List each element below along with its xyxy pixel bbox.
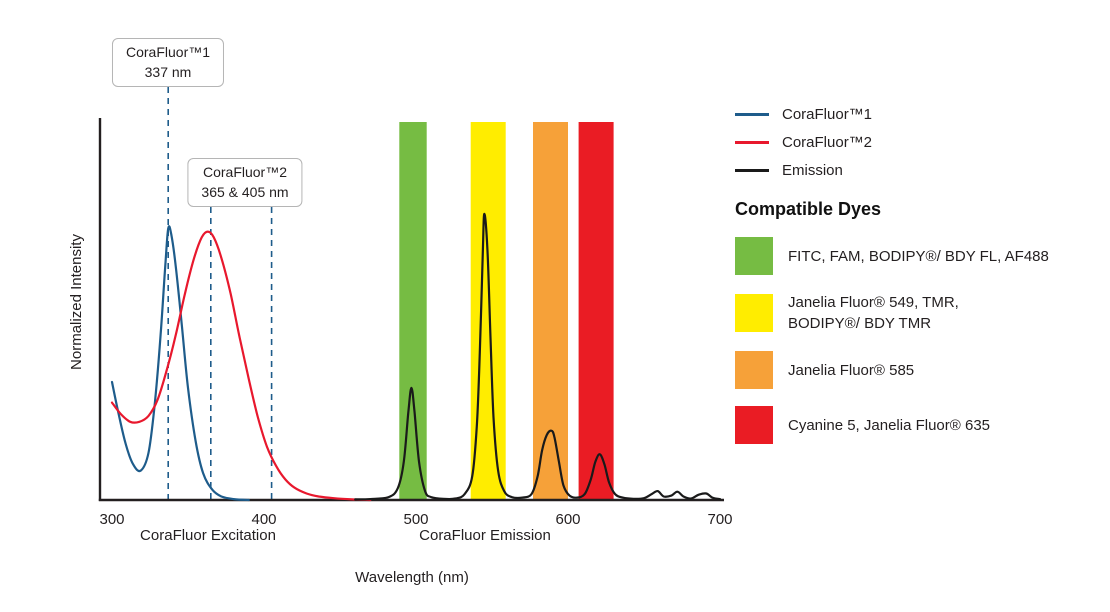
spectra-chart: 300 400 500 600 700 [98, 87, 732, 528]
dye-item-jf585: Janelia Fluor® 585 [735, 351, 1107, 389]
legend-item-corafluor2: CoraFluor™2 [735, 134, 1107, 151]
legend: CoraFluor™1 CoraFluor™2 Emission Compati… [735, 106, 1107, 461]
dye-label-cy5-jf635: Cyanine 5, Janelia Fluor® 635 [788, 416, 991, 434]
dye-swatch-red [735, 406, 773, 444]
dye-swatch-orange [735, 351, 773, 389]
x-tick-600: 600 [555, 511, 580, 528]
callout-corafluor1-title: CoraFluor™1 [125, 44, 211, 60]
dye-band-fitc-fam-bodipy-af488 [399, 122, 427, 500]
legend-line-corafluor2-swatch [735, 141, 769, 144]
x-tick-400: 400 [251, 511, 276, 528]
legend-line-emission-swatch [735, 169, 769, 172]
callout-corafluor2: CoraFluor™2 365 & 405 nm [187, 158, 303, 208]
callout-corafluor1: CoraFluor™1 337 nm [111, 38, 225, 88]
callout-corafluor2-title: CoraFluor™2 [202, 164, 288, 180]
dye-band-cy5-jf635 [578, 122, 614, 500]
dye-label-fitc-fam: FITC, FAM, BODIPY®/ BDY FL, AF488 [788, 247, 1049, 265]
legend-label-corafluor1: CoraFluor™1 [782, 106, 873, 123]
dye-item-cy5-jf635: Cyanine 5, Janelia Fluor® 635 [735, 406, 1107, 444]
excitation-axis-label: CoraFluor Excitation [140, 527, 276, 544]
dye-swatch-yellow [735, 294, 773, 332]
legend-label-emission: Emission [782, 162, 843, 179]
legend-item-corafluor1: CoraFluor™1 [735, 106, 1107, 123]
series-corafluor1 [110, 225, 250, 502]
dye-swatch-green [735, 237, 773, 275]
callout-corafluor2-value: 365 & 405 nm [201, 183, 289, 200]
x-tick-700: 700 [707, 511, 732, 528]
series-emission [354, 212, 722, 501]
compatible-dyes-heading: Compatible Dyes [735, 199, 882, 219]
dye-item-fitc-fam: FITC, FAM, BODIPY®/ BDY FL, AF488 [735, 237, 1107, 275]
dye-label-jf549-tmr: Janelia Fluor® 549, TMR, BODIPY®/ BDY TM… [788, 294, 959, 332]
legend-label-corafluor2: CoraFluor™2 [782, 134, 873, 151]
dye-label-jf585: Janelia Fluor® 585 [788, 361, 915, 379]
x-tick-300: 300 [99, 511, 124, 528]
dye-item-jf549-tmr: Janelia Fluor® 549, TMR, BODIPY®/ BDY TM… [735, 292, 1107, 334]
legend-line-corafluor1-swatch [735, 113, 769, 116]
emission-axis-label: CoraFluor Emission [419, 527, 551, 544]
y-axis-label: Normalized Intensity [68, 234, 85, 370]
series-corafluor2 [110, 230, 372, 502]
legend-item-emission: Emission [735, 162, 1107, 179]
callout-corafluor1-value: 337 nm [144, 63, 192, 80]
x-axis-label: Wavelength (nm) [355, 569, 469, 586]
dye-band-jf585 [533, 122, 568, 500]
x-tick-500: 500 [403, 511, 428, 528]
